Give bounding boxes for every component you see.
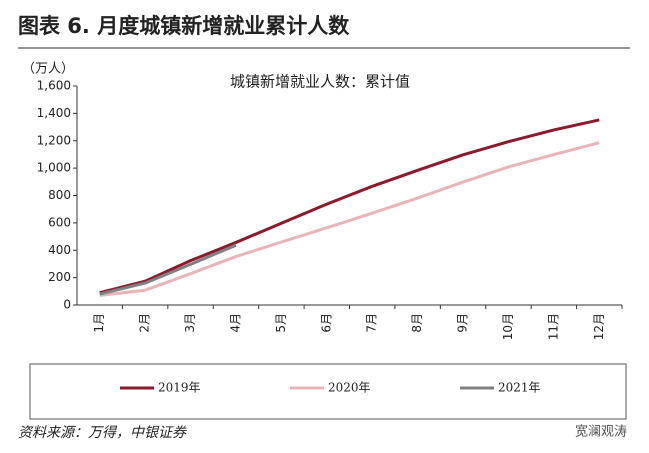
x-tick-label: 1月 <box>92 313 106 333</box>
x-tick-label: 2月 <box>138 313 152 333</box>
legend-label: 2019年 <box>158 381 201 395</box>
source: 资料来源：万得，中银证券 <box>18 425 187 441</box>
x-tick-label: 11月 <box>546 313 560 340</box>
chart-title: 图表 6. 月度城镇新增就业累计人数 <box>18 14 350 38</box>
y-tick-label: 400 <box>48 243 71 257</box>
x-tick-label: 12月 <box>592 313 606 340</box>
x-tick-label: 4月 <box>228 313 242 333</box>
y-tick-label: 1,000 <box>37 161 71 175</box>
y-tick-label: 800 <box>48 188 71 202</box>
legend-box <box>29 363 627 420</box>
x-tick-label: 9月 <box>456 313 470 333</box>
legend-label: 2021年 <box>498 381 541 395</box>
x-tick-label: 3月 <box>183 313 197 333</box>
chart-subtitle: 城镇新增就业人数：累计值 <box>230 73 410 91</box>
x-tick-label: 8月 <box>410 313 424 333</box>
series-line <box>99 141 600 297</box>
x-tick-label: 7月 <box>365 313 379 333</box>
y-tick-label: 200 <box>48 270 71 284</box>
y-axis-label: （万人） <box>22 62 74 77</box>
x-tick-label: 6月 <box>319 313 333 333</box>
x-tick-label: 5月 <box>274 313 288 333</box>
y-tick-label: 1,600 <box>37 79 71 93</box>
legend-label: 2020年 <box>328 381 371 395</box>
series-line <box>99 243 237 296</box>
y-tick-label: 600 <box>48 215 71 229</box>
y-tick-label: 1,400 <box>37 106 71 120</box>
x-tick-label: 10月 <box>501 313 515 340</box>
series-line <box>99 118 600 295</box>
y-tick-label: 1,200 <box>37 133 71 147</box>
y-tick-label: 0 <box>63 298 71 312</box>
watermark: 宽澜观涛 <box>575 424 627 440</box>
